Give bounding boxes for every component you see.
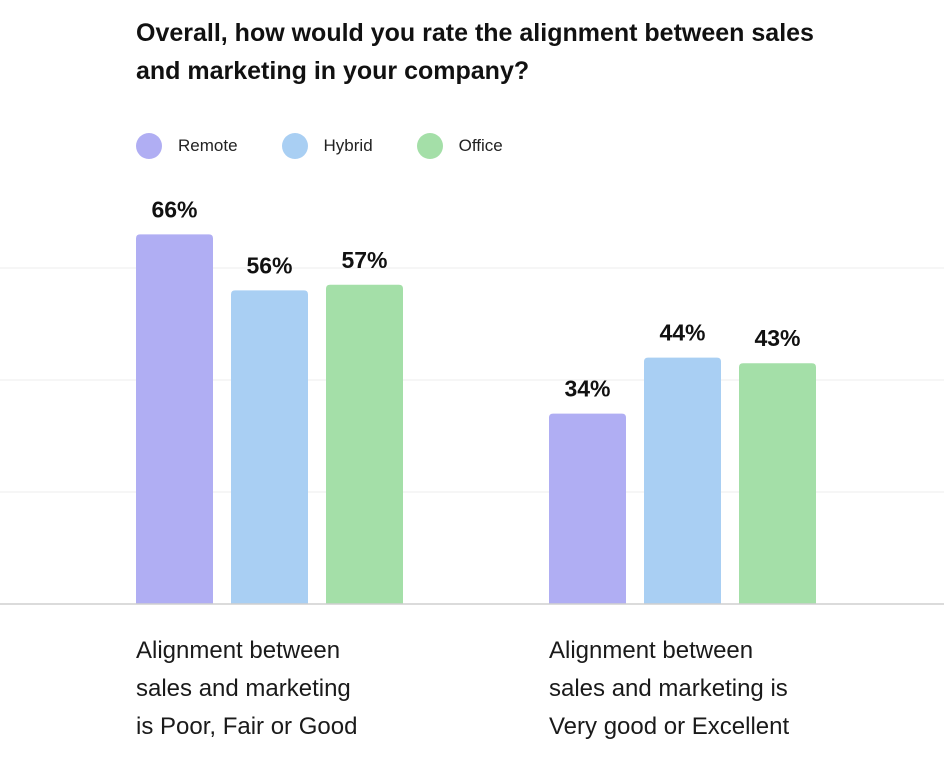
bar-hybrid-0	[231, 290, 308, 604]
category-label-line: Alignment between	[549, 637, 754, 664]
legend-label-hybrid: Hybrid	[323, 136, 373, 155]
category-label-line: Alignment between	[136, 637, 341, 664]
category-label-line: sales and marketing	[136, 675, 351, 702]
bar-office-1	[739, 363, 816, 604]
bar-value-label-remote-0: 66%	[151, 196, 197, 222]
legend-item-hybrid: Hybrid	[281, 133, 373, 159]
legend-label-remote: Remote	[178, 136, 238, 155]
bar-remote-1	[549, 413, 626, 604]
bar-office-0	[326, 284, 403, 604]
bar-value-label-remote-1: 34%	[564, 376, 610, 402]
legend: Remote Hybrid Office	[136, 132, 547, 160]
category-label-poor-fair-good: Alignment between sales and marketing is…	[136, 632, 436, 746]
category-label-very-good-excellent: Alignment between sales and marketing is…	[549, 632, 849, 746]
legend-item-remote: Remote	[136, 133, 238, 159]
bar-hybrid-1	[644, 357, 721, 604]
legend-label-office: Office	[458, 136, 503, 155]
bar-value-label-hybrid-1: 44%	[659, 320, 705, 346]
bar-value-label-hybrid-0: 56%	[246, 252, 292, 278]
legend-swatch-remote	[136, 133, 162, 159]
category-label-line: sales and marketing is	[549, 675, 788, 702]
legend-swatch-hybrid	[281, 133, 308, 159]
bar-value-label-office-0: 57%	[341, 247, 387, 273]
bar-value-label-office-1: 43%	[754, 325, 800, 351]
bar-remote-0	[136, 234, 213, 604]
category-label-line: Very good or Excellent	[549, 713, 790, 740]
legend-item-office: Office	[416, 133, 503, 159]
legend-swatch-office	[416, 133, 443, 159]
chart-title: Overall, how would you rate the alignmen…	[136, 19, 814, 85]
category-label-line: is Poor, Fair or Good	[136, 713, 358, 740]
